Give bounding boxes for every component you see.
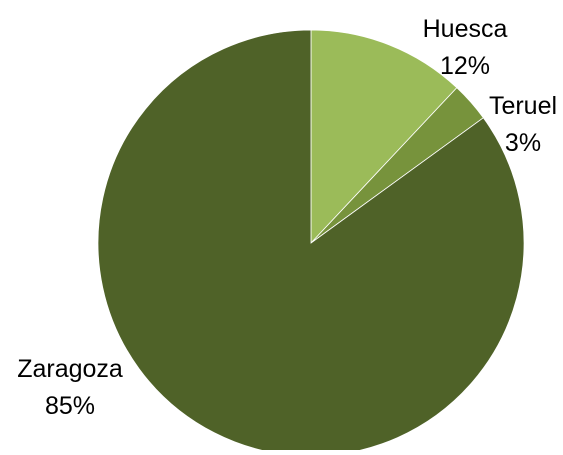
pie-slice-huesca [310, 29, 458, 245]
pie-labels: Huesca 12% Teruel 3% Zaragoza 85% [17, 15, 557, 420]
pie-slice-zaragoza [97, 29, 525, 455]
slice-label-zaragoza: Zaragoza 85% [17, 355, 123, 420]
slice-percent-label: 3% [505, 129, 541, 157]
slice-category-label: Teruel [489, 92, 557, 120]
slice-label-teruel: Teruel 3% [489, 92, 557, 157]
slice-percent-label: 85% [45, 392, 95, 420]
slice-percent-label: 12% [440, 52, 490, 80]
slice-category-label: Huesca [423, 15, 508, 43]
pie-slices [97, 29, 525, 455]
slice-category-label: Zaragoza [17, 355, 123, 383]
slice-label-huesca: Huesca 12% [423, 15, 508, 80]
